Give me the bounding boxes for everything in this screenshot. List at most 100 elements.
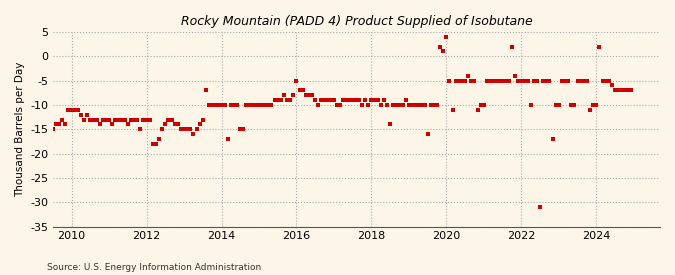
Point: [182, 127, 192, 131]
Point: [197, 117, 208, 122]
Point: [322, 98, 333, 102]
Point: [556, 78, 567, 83]
Point: [275, 98, 286, 102]
Point: [591, 103, 601, 107]
Point: [435, 44, 446, 49]
Point: [550, 103, 561, 107]
Point: [510, 73, 520, 78]
Point: [32, 137, 43, 141]
Point: [104, 117, 115, 122]
Point: [522, 78, 533, 83]
Point: [166, 117, 177, 122]
Point: [225, 103, 236, 107]
Point: [485, 78, 495, 83]
Point: [397, 103, 408, 107]
Point: [160, 122, 171, 127]
Point: [425, 103, 436, 107]
Point: [582, 78, 593, 83]
Point: [504, 78, 514, 83]
Point: [375, 103, 386, 107]
Point: [597, 78, 608, 83]
Title: Rocky Mountain (PADD 4) Product Supplied of Isobutane: Rocky Mountain (PADD 4) Product Supplied…: [180, 15, 533, 28]
Point: [535, 205, 545, 209]
Point: [272, 98, 283, 102]
Point: [95, 122, 105, 127]
Point: [610, 88, 620, 92]
Point: [279, 93, 290, 97]
Point: [575, 78, 586, 83]
Point: [63, 108, 74, 112]
Point: [163, 117, 173, 122]
Point: [66, 108, 77, 112]
Point: [519, 78, 530, 83]
Point: [88, 117, 99, 122]
Point: [213, 103, 224, 107]
Point: [38, 147, 49, 151]
Point: [119, 117, 130, 122]
Point: [469, 78, 480, 83]
Point: [188, 132, 199, 136]
Point: [356, 103, 367, 107]
Point: [200, 88, 211, 92]
Point: [319, 98, 330, 102]
Point: [232, 103, 242, 107]
Point: [500, 78, 511, 83]
Point: [585, 108, 595, 112]
Point: [373, 98, 383, 102]
Point: [210, 103, 221, 107]
Point: [360, 98, 371, 102]
Point: [169, 122, 180, 127]
Point: [329, 98, 340, 102]
Point: [466, 78, 477, 83]
Point: [391, 103, 402, 107]
Point: [566, 103, 576, 107]
Point: [229, 103, 240, 107]
Point: [479, 103, 489, 107]
Point: [541, 78, 551, 83]
Point: [97, 117, 108, 122]
Point: [101, 117, 111, 122]
Point: [448, 108, 458, 112]
Point: [516, 78, 526, 83]
Point: [335, 103, 346, 107]
Point: [460, 78, 470, 83]
Point: [285, 98, 296, 102]
Point: [563, 78, 574, 83]
Point: [481, 78, 492, 83]
Point: [254, 103, 265, 107]
Point: [35, 137, 46, 141]
Point: [385, 122, 396, 127]
Point: [138, 117, 148, 122]
Point: [247, 103, 258, 107]
Point: [41, 122, 52, 127]
Point: [454, 78, 464, 83]
Point: [404, 103, 414, 107]
Point: [306, 93, 317, 97]
Point: [547, 137, 558, 141]
Point: [560, 78, 570, 83]
Point: [176, 127, 186, 131]
Point: [472, 108, 483, 112]
Point: [419, 103, 430, 107]
Point: [207, 103, 217, 107]
Point: [179, 127, 190, 131]
Point: [297, 88, 308, 92]
Point: [497, 78, 508, 83]
Point: [600, 78, 611, 83]
Point: [216, 103, 227, 107]
Point: [291, 78, 302, 83]
Point: [219, 103, 230, 107]
Point: [331, 103, 342, 107]
Point: [410, 103, 421, 107]
Point: [431, 103, 442, 107]
Point: [51, 122, 61, 127]
Point: [494, 78, 505, 83]
Point: [76, 112, 86, 117]
Point: [266, 103, 277, 107]
Point: [400, 98, 411, 102]
Point: [147, 142, 158, 146]
Point: [325, 98, 336, 102]
Point: [379, 98, 389, 102]
Point: [588, 103, 599, 107]
Point: [538, 78, 549, 83]
